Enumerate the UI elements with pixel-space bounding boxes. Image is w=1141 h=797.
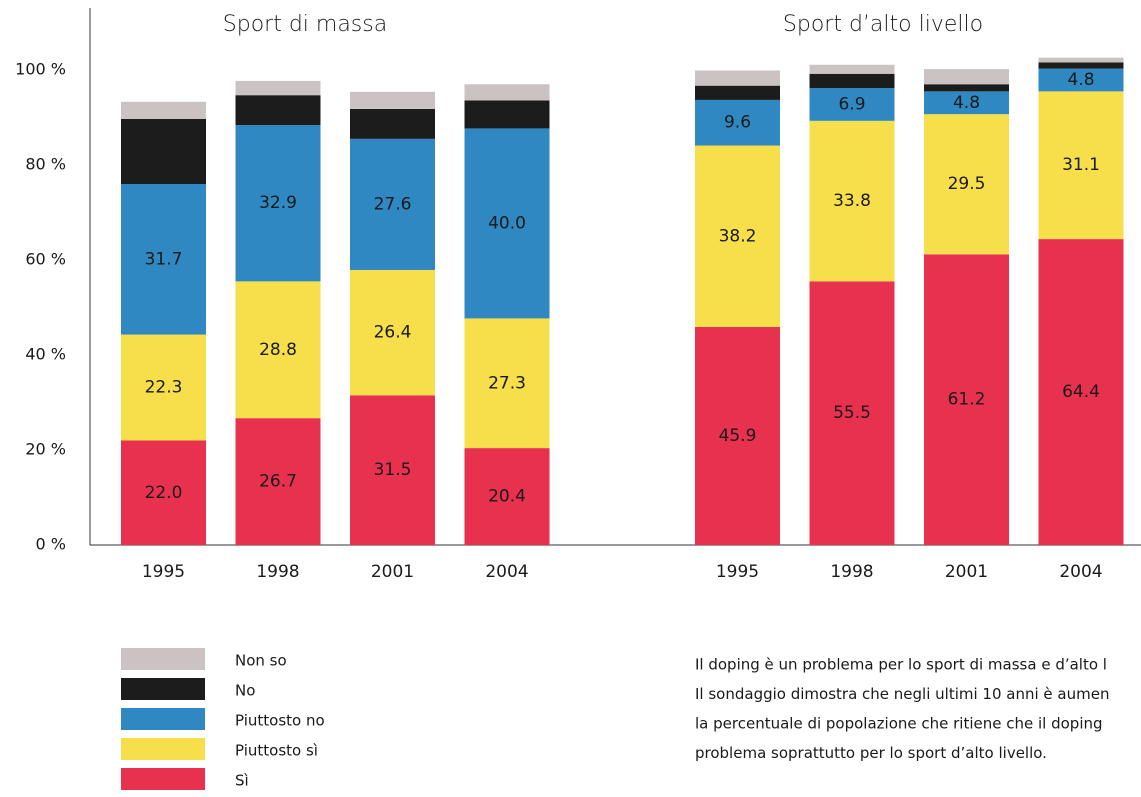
- data-label: 31.7: [145, 249, 183, 269]
- bar-segment: No: [809, 73, 895, 89]
- note-line: la percentuale di popolazione che ritien…: [695, 715, 1103, 733]
- data-label: 28.8: [259, 340, 297, 360]
- bar-segment: Sì: [464, 448, 550, 545]
- data-label: 61.2: [948, 390, 986, 410]
- x-tick-label: 1998: [830, 562, 873, 582]
- x-tick-label: 2004: [485, 562, 528, 582]
- bar-segment: No: [695, 85, 780, 100]
- bar-segment: Sì: [695, 326, 780, 545]
- bar-segment: Piuttosto no: [235, 125, 321, 282]
- data-label: 64.4: [1062, 382, 1100, 402]
- bar-segment: Piuttosto sì: [235, 281, 321, 419]
- bar-segment: No: [235, 95, 321, 126]
- data-label: 38.2: [719, 226, 757, 246]
- bar-segment: Sì: [924, 254, 1009, 546]
- x-tick-label: 2001: [945, 562, 988, 582]
- data-label: 31.1: [1062, 155, 1100, 175]
- bar-segment: Sì: [350, 395, 435, 545]
- y-tick-label: 60 %: [25, 250, 66, 269]
- panel-title: Sport d’alto livello: [783, 12, 983, 37]
- legend-swatch: [121, 678, 205, 700]
- bar-segment: No: [924, 84, 1009, 92]
- data-label: 9.6: [724, 113, 751, 133]
- legend-swatch: [121, 648, 205, 670]
- y-tick-label: 100 %: [15, 60, 66, 79]
- data-label: 6.9: [838, 94, 865, 114]
- data-label: 33.8: [833, 191, 871, 211]
- data-label: 32.9: [259, 193, 297, 213]
- data-label: 26.4: [374, 323, 412, 343]
- bar-segment: Non so: [350, 91, 435, 109]
- bar-segment: Piuttosto no: [809, 88, 895, 121]
- data-label: 27.3: [488, 373, 526, 393]
- legend-label: Piuttosto no: [235, 712, 325, 730]
- bar-segment: Sì: [809, 281, 895, 545]
- bar-segment: Non so: [464, 84, 550, 101]
- note-line: Il sondaggio dimostra che negli ultimi 1…: [695, 685, 1109, 703]
- bar-segment: Sì: [235, 418, 321, 545]
- data-label: 20.4: [488, 487, 526, 507]
- x-tick-label: 1995: [142, 562, 185, 582]
- data-label: 29.5: [948, 174, 986, 194]
- bar-segment: Piuttosto no: [924, 91, 1009, 115]
- y-tick-label: 20 %: [25, 440, 66, 459]
- bar-segment: Non so: [809, 64, 895, 74]
- data-label: 27.6: [374, 194, 412, 214]
- data-label: 55.5: [833, 403, 871, 423]
- bar-segment: Non so: [235, 80, 321, 96]
- bar-segment: Non so: [1038, 57, 1124, 63]
- bar-segment: Piuttosto no: [350, 138, 435, 270]
- panel-title: Sport di massa: [223, 12, 387, 37]
- data-label: 45.9: [719, 426, 757, 446]
- legend-swatch: [121, 738, 205, 760]
- x-tick-label: 2004: [1059, 562, 1102, 582]
- note-line: problema soprattutto per lo sport d’alto…: [695, 744, 1047, 762]
- bar-segment: No: [464, 100, 550, 129]
- note-line: Il doping è un problema per lo sport di …: [695, 656, 1107, 674]
- y-tick-label: 0 %: [36, 535, 66, 554]
- legend-swatch: [121, 768, 205, 790]
- bar-segment: Piuttosto no: [1038, 68, 1124, 92]
- bar-segment: Piuttosto no: [121, 184, 206, 335]
- bar-segment: No: [121, 118, 206, 184]
- bar-segment: Non so: [121, 101, 206, 119]
- x-tick-label: 1995: [716, 562, 759, 582]
- legend-label: Non so: [235, 652, 287, 670]
- bar-segment: Piuttosto sì: [924, 114, 1009, 255]
- data-label: 22.0: [145, 483, 183, 503]
- data-label: 40.0: [488, 213, 526, 233]
- bar-segment: Piuttosto sì: [464, 318, 550, 449]
- bar-segment: Sì: [1038, 239, 1124, 545]
- x-tick-label: 2001: [371, 562, 414, 582]
- bar-segment: Piuttosto sì: [121, 334, 206, 441]
- bar-segment: Piuttosto no: [695, 99, 780, 146]
- bar-segment: No: [1038, 62, 1124, 69]
- bar-segment: Piuttosto sì: [1038, 91, 1124, 240]
- y-tick-label: 80 %: [25, 155, 66, 174]
- legend-label: Piuttosto sì: [235, 742, 318, 760]
- data-label: 26.7: [259, 472, 297, 492]
- bar-segment: Non so: [695, 70, 780, 86]
- bar-segment: Piuttosto sì: [695, 145, 780, 327]
- bar-segment: Non so: [924, 69, 1009, 85]
- bar-segment: Sì: [121, 440, 206, 545]
- data-label: 31.5: [374, 460, 412, 480]
- data-label: 4.8: [1067, 70, 1094, 90]
- legend-swatch: [121, 708, 205, 730]
- bar-segment: Piuttosto sì: [350, 269, 435, 396]
- data-label: 22.3: [145, 378, 183, 398]
- legend-label: Sì: [235, 772, 249, 790]
- legend-label: No: [235, 682, 255, 700]
- data-label: 4.8: [953, 93, 980, 113]
- y-tick-label: 40 %: [25, 345, 66, 364]
- x-tick-label: 1998: [256, 562, 299, 582]
- bar-segment: No: [350, 108, 435, 139]
- bar-segment: Piuttosto sì: [809, 120, 895, 282]
- bar-segment: Piuttosto no: [464, 128, 550, 319]
